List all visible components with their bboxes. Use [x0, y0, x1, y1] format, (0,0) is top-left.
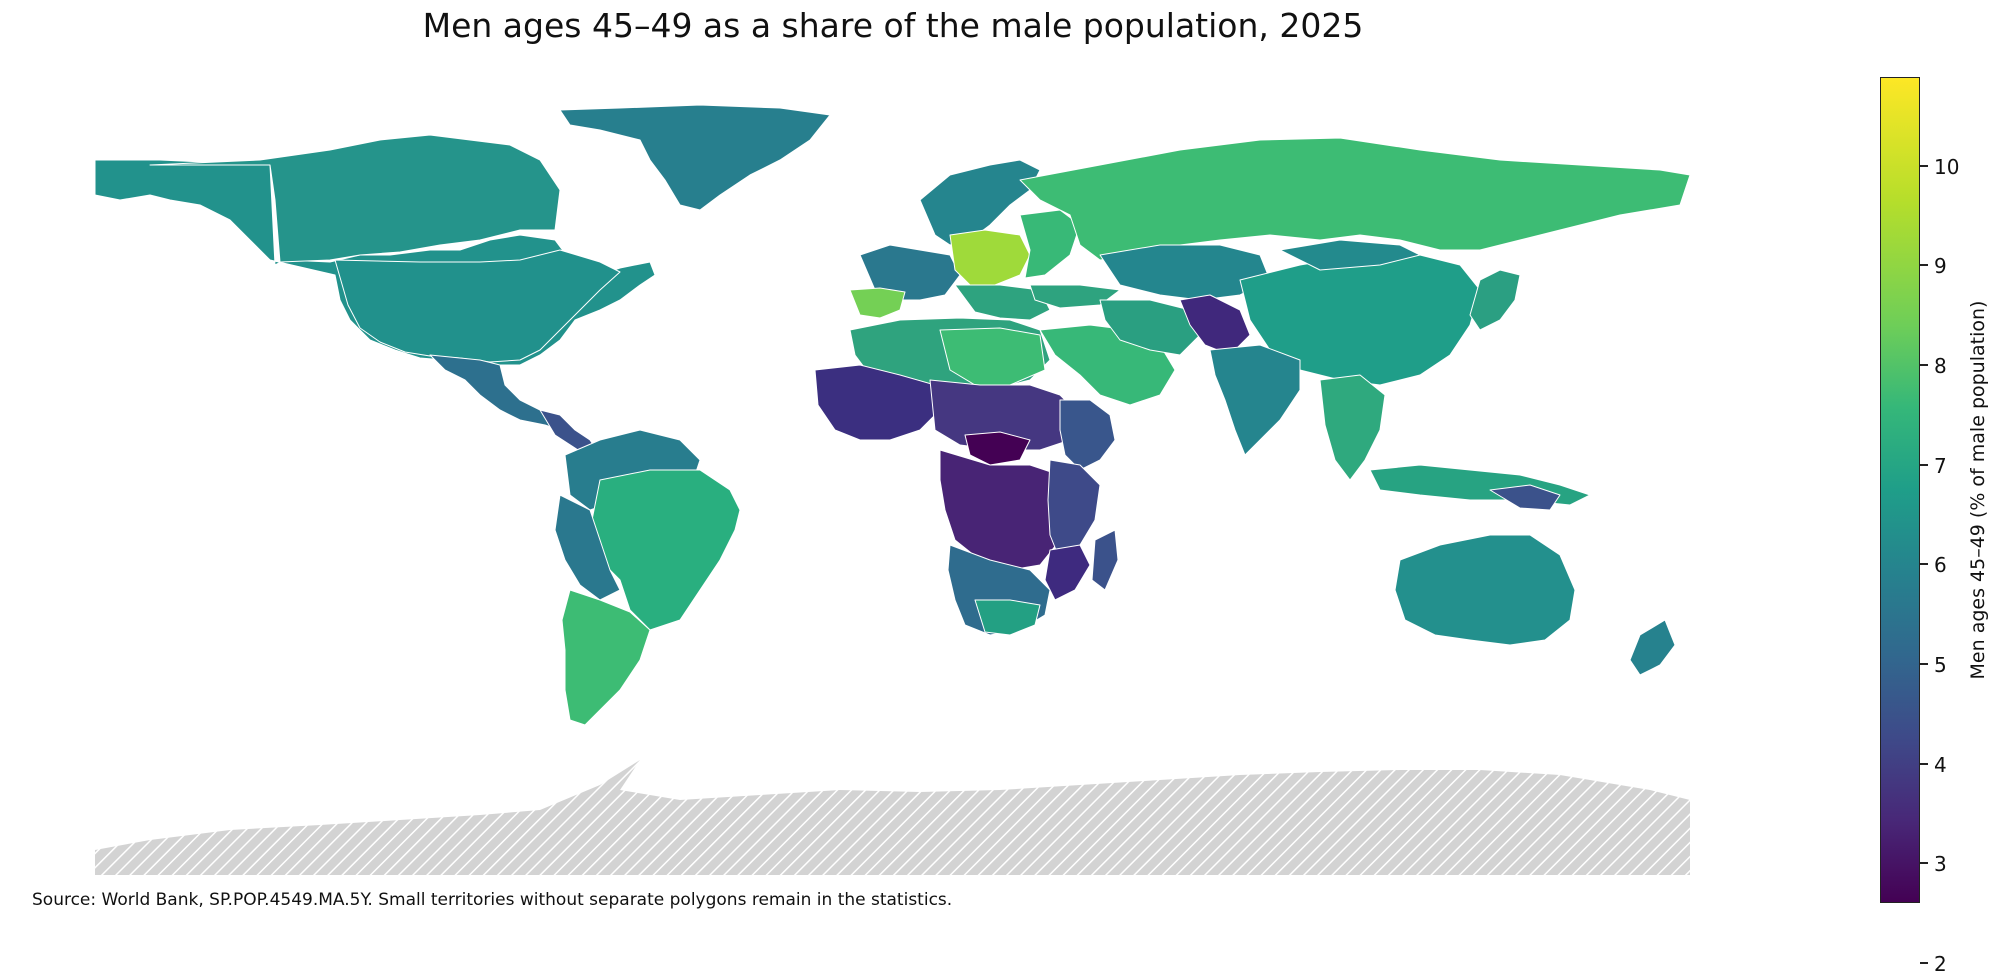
source-note: Source: World Bank, SP.POP.4549.MA.5Y. S… [32, 890, 953, 910]
region-west-africa [814, 364, 941, 441]
region-libya-egypt [939, 327, 1046, 386]
colorbar-tick: 6 [1920, 553, 1980, 577]
region-australia [1394, 534, 1576, 646]
colorbar-tick: 9 [1920, 254, 1980, 278]
region-mongolia [1279, 239, 1421, 271]
colorbar-tick: 3 [1920, 852, 1980, 876]
colorbar-tick: 5 [1920, 653, 1980, 677]
region-peru-bolivia [554, 494, 621, 601]
colorbar-label: Men ages 45–49 (% of male population) [1967, 300, 1989, 680]
region-antarctica-no-data [95, 760, 1690, 875]
world-choropleth-map [94, 104, 1691, 875]
region-japan [1469, 269, 1521, 331]
colorbar [1880, 77, 1920, 903]
region-usa [334, 249, 621, 363]
colorbar-label-container: Men ages 45–49 (% of male population) [1958, 77, 1998, 903]
region-central-african-republic [964, 431, 1031, 466]
colorbar-tick: 7 [1920, 454, 1980, 478]
region-afghanistan-pakistan [1179, 294, 1251, 356]
region-argentina-chile [561, 589, 651, 726]
region-papua [1489, 484, 1561, 511]
colorbar-tick: 10 [1920, 155, 1980, 179]
region-east-africa [1047, 459, 1101, 561]
map-title: Men ages 45–49 as a share of the male po… [422, 6, 1364, 45]
region-mozambique [1044, 544, 1091, 601]
region-india [1209, 344, 1301, 456]
region-southeast-asia [1319, 374, 1386, 481]
region-greenland [559, 104, 831, 211]
region-turkey [1029, 284, 1121, 309]
region-canada-north [149, 134, 561, 263]
region-scandinavia [919, 159, 1041, 246]
colorbar-tick: 4 [1920, 753, 1980, 777]
region-south-africa [974, 599, 1041, 636]
region-central-africa [939, 449, 1071, 571]
region-italy-balkans [954, 284, 1051, 321]
region-madagascar [1091, 529, 1119, 591]
colorbar-tick: 2 [1920, 952, 1980, 976]
region-central-europe [949, 229, 1031, 286]
region-iran [1099, 299, 1201, 356]
region-new-zealand [1629, 619, 1676, 676]
colorbar-tick: 8 [1920, 354, 1980, 378]
region-spain [849, 287, 906, 319]
region-mexico [429, 354, 561, 431]
region-horn-of-africa [1059, 399, 1116, 471]
region-eastern-europe [1019, 209, 1081, 279]
